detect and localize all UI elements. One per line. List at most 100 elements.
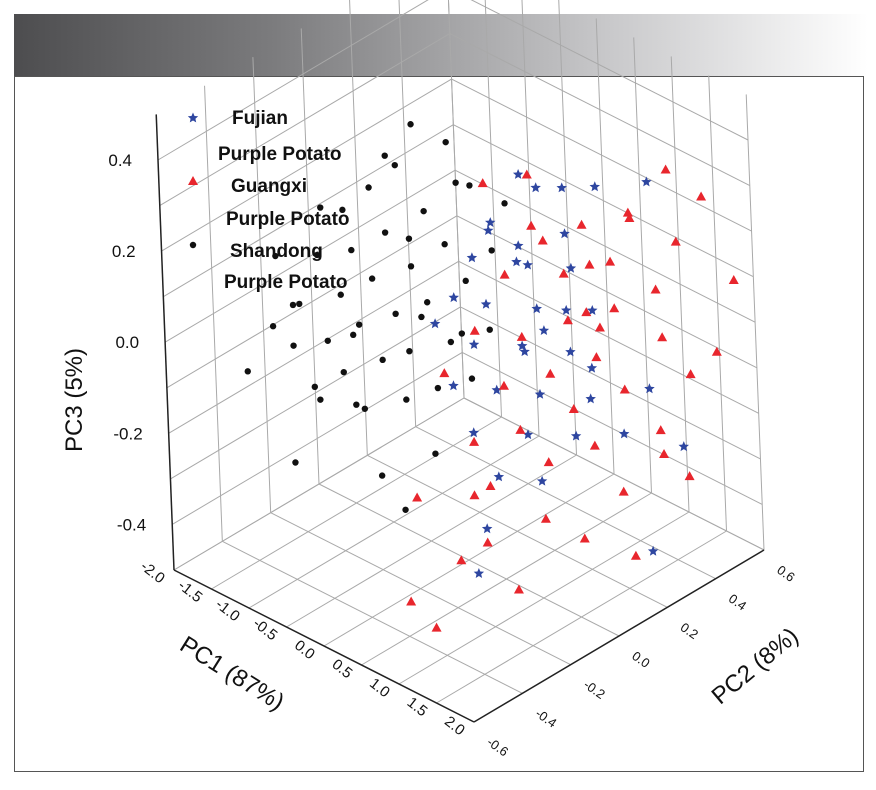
y-tick-label: -0.4 bbox=[533, 706, 560, 731]
legend-label-fujian-1: Fujian bbox=[232, 108, 288, 129]
z-tick-label: -0.4 bbox=[117, 515, 146, 534]
data-point-shandong bbox=[420, 207, 427, 215]
data-point-shandong bbox=[468, 375, 476, 382]
data-point-shandong bbox=[406, 347, 413, 355]
data-point-fujian bbox=[511, 256, 522, 267]
data-point-fujian bbox=[468, 339, 480, 349]
data-point-fujian bbox=[473, 568, 485, 578]
data-point-guangxi bbox=[594, 322, 605, 332]
data-point-guangxi bbox=[513, 584, 524, 594]
grid-line bbox=[458, 260, 759, 414]
grid-line bbox=[454, 169, 756, 323]
data-point-guangxi bbox=[605, 256, 616, 266]
data-point-fujian bbox=[468, 427, 479, 438]
data-point-shandong bbox=[442, 138, 449, 146]
data-point-shandong bbox=[392, 310, 399, 317]
data-point-shandong bbox=[311, 383, 319, 391]
data-point-guangxi bbox=[439, 368, 450, 378]
legend-label-shandong-1: Shandong bbox=[230, 241, 323, 262]
data-point-shandong bbox=[432, 450, 439, 457]
data-point-shandong bbox=[296, 300, 303, 308]
grid-line bbox=[159, 33, 451, 206]
data-point-fujian bbox=[534, 388, 546, 399]
y-axis-line bbox=[473, 549, 765, 723]
data-point-fujian bbox=[480, 298, 492, 309]
y-tick-label: -0.6 bbox=[484, 734, 511, 759]
data-point-guangxi bbox=[576, 219, 587, 229]
data-point-shandong bbox=[379, 356, 386, 364]
data-point-shandong bbox=[353, 401, 360, 408]
data-point-guangxi bbox=[545, 368, 556, 378]
data-point-guangxi bbox=[584, 259, 595, 269]
grid-line bbox=[453, 124, 754, 278]
data-point-fujian bbox=[519, 346, 530, 357]
z-tick-label: 0.4 bbox=[108, 151, 132, 170]
data-point-shandong bbox=[340, 368, 347, 376]
data-point-shandong bbox=[434, 384, 442, 392]
legend-marker-shape bbox=[189, 241, 197, 249]
data-point-fujian bbox=[538, 325, 550, 335]
data-point-shandong bbox=[402, 506, 409, 513]
data-point-fujian bbox=[641, 176, 652, 187]
data-point-shandong bbox=[486, 326, 493, 333]
x-tick-label: -1.0 bbox=[212, 596, 243, 625]
data-point-guangxi bbox=[630, 550, 641, 560]
data-point-guangxi bbox=[477, 178, 488, 188]
z-axis-title: PC3 (5%) bbox=[61, 348, 88, 452]
x-tick-label: -2.0 bbox=[137, 558, 168, 587]
grid-line bbox=[461, 351, 763, 505]
data-point-shandong bbox=[403, 396, 410, 403]
data-point-fujian bbox=[516, 340, 528, 351]
data-point-guangxi bbox=[581, 307, 592, 317]
legend-marker-shape bbox=[187, 112, 199, 123]
data-point-fujian bbox=[565, 262, 577, 273]
data-point-shandong bbox=[391, 161, 398, 169]
grid-line bbox=[456, 215, 758, 369]
data-point-fujian bbox=[586, 362, 598, 373]
data-point-shandong bbox=[317, 204, 324, 211]
grid-line bbox=[521, 0, 540, 437]
data-point-fujian bbox=[587, 305, 598, 315]
legend: Fujian Purple Potato Guangxi Purple Pota… bbox=[187, 108, 350, 293]
data-point-guangxi bbox=[469, 490, 480, 500]
data-point-guangxi bbox=[685, 369, 696, 379]
data-point-shandong bbox=[290, 342, 297, 349]
data-point-shandong bbox=[289, 301, 297, 309]
data-point-fujian bbox=[644, 383, 655, 394]
data-point-fujian bbox=[559, 228, 570, 239]
data-point-guangxi bbox=[728, 275, 739, 285]
data-point-guangxi bbox=[412, 492, 423, 502]
grid-layer bbox=[155, 0, 765, 723]
y-tick-label: 0.6 bbox=[774, 562, 797, 585]
data-point-fujian bbox=[485, 217, 496, 227]
z-axis-line bbox=[155, 114, 175, 571]
data-point-fujian bbox=[565, 346, 576, 357]
data-point-shandong bbox=[381, 229, 389, 236]
data-point-shandong bbox=[339, 206, 346, 214]
data-point-fujian bbox=[530, 182, 541, 193]
figure-frame bbox=[14, 76, 864, 772]
data-point-guangxi bbox=[579, 533, 590, 543]
data-point-guangxi bbox=[485, 480, 496, 490]
data-point-guangxi bbox=[469, 325, 480, 335]
z-tick-label: 0.0 bbox=[115, 333, 139, 352]
grid-line bbox=[161, 78, 452, 252]
data-point-guangxi bbox=[657, 332, 668, 342]
data-point-guangxi bbox=[696, 191, 707, 201]
data-point-shandong bbox=[458, 330, 466, 337]
y-tick-label: 0.0 bbox=[629, 648, 652, 671]
data-point-shandong bbox=[368, 275, 376, 282]
data-point-fujian bbox=[531, 303, 542, 314]
grid-line bbox=[270, 512, 571, 666]
data-point-shandong bbox=[324, 337, 331, 344]
data-point-shandong bbox=[418, 313, 425, 321]
data-point-guangxi bbox=[540, 513, 551, 523]
data-point-guangxi bbox=[655, 425, 666, 435]
legend-marker-shape bbox=[188, 176, 198, 185]
grid-line bbox=[173, 397, 465, 571]
data-point-fujian bbox=[561, 304, 572, 315]
grid-line bbox=[415, 426, 716, 580]
data-point-fujian bbox=[536, 475, 548, 486]
z-tick-label: 0.2 bbox=[112, 242, 136, 261]
grid-line bbox=[157, 0, 429, 161]
